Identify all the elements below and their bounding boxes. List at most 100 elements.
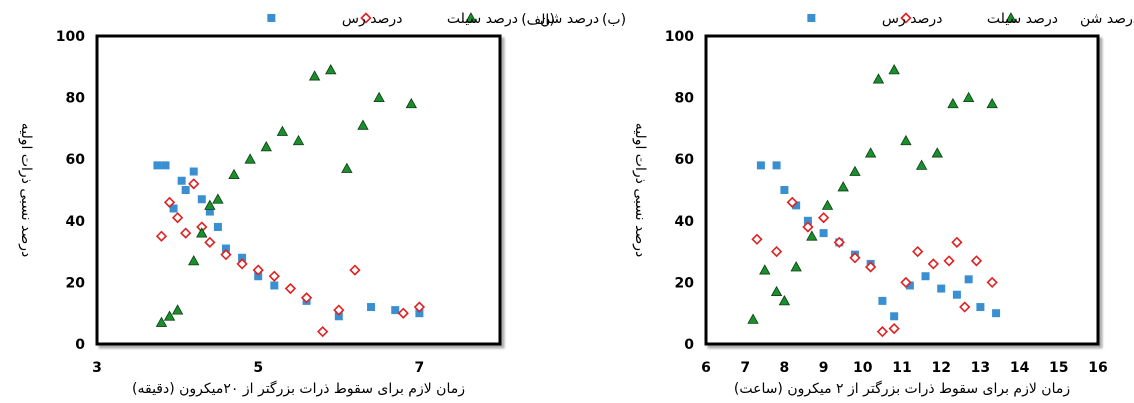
data-point: [778, 295, 791, 306]
x-tick-label: 7: [415, 360, 425, 376]
data-point: [238, 253, 247, 262]
data-point: [317, 326, 329, 338]
data-point: [976, 303, 985, 312]
data-point: [413, 301, 426, 313]
data-point: [236, 258, 248, 270]
data-point: [865, 261, 877, 273]
plot-area: [704, 34, 1100, 346]
data-point: [888, 64, 900, 75]
x-tick-label: 11: [892, 360, 911, 376]
panel-label: (الف): [521, 12, 555, 28]
x-tick-label: 15: [1049, 360, 1068, 376]
data-point: [849, 252, 861, 264]
data-point: [964, 275, 973, 284]
data-point: [415, 309, 424, 318]
data-point: [837, 181, 849, 192]
data-point: [952, 290, 961, 299]
data-point: [177, 176, 186, 185]
data-point: [189, 167, 198, 176]
data-point: [163, 196, 176, 208]
data-point: [213, 222, 222, 231]
data-point: [188, 178, 200, 190]
data-point: [912, 245, 924, 258]
y-tick-label: 60: [66, 152, 86, 168]
data-point: [254, 272, 263, 281]
x-tick-label: 14: [1010, 360, 1030, 376]
data-point: [373, 91, 385, 102]
data-point: [171, 304, 184, 315]
series-triangle: [155, 64, 418, 327]
x-tick-label: 12: [931, 360, 950, 376]
data-point: [905, 281, 914, 290]
data-point: [780, 186, 789, 194]
series-diamond: [155, 178, 426, 338]
data-point: [284, 282, 297, 295]
data-point: [947, 97, 959, 109]
data-point: [833, 236, 845, 248]
data-point: [197, 195, 206, 204]
data-point: [803, 216, 812, 225]
legend-label: درصد سیلت: [447, 11, 518, 27]
data-point: [790, 261, 802, 272]
data-point: [169, 204, 178, 213]
legend-label: درصد سیلت: [987, 11, 1058, 27]
y-tick-label: 60: [675, 152, 695, 168]
y-tick-label: 0: [75, 337, 85, 353]
y-tick-label: 80: [66, 91, 86, 107]
y-tick-label: 80: [675, 91, 695, 107]
series-square: [153, 161, 424, 321]
data-point: [951, 236, 963, 248]
data-point: [786, 196, 798, 208]
data-point: [153, 161, 162, 170]
data-point: [747, 313, 759, 324]
data-point: [864, 147, 877, 158]
y-axis-label: درصد نسبی ذرات اولیه: [632, 123, 648, 258]
legend-marker: [267, 14, 276, 22]
data-point: [921, 272, 930, 281]
data-point: [756, 161, 765, 170]
data-point: [367, 303, 376, 312]
data-point: [188, 255, 200, 266]
data-point: [334, 312, 343, 321]
data-point: [943, 255, 955, 267]
data-point: [817, 212, 830, 224]
legend: درصد شن درصد سیلت درصد رس: [807, 11, 1134, 27]
data-point: [180, 227, 192, 239]
data-point: [244, 153, 256, 164]
data-point: [270, 281, 279, 290]
x-tick-label: 7: [740, 360, 750, 376]
x-tick-label: 16: [1088, 360, 1107, 376]
data-point: [849, 165, 861, 176]
data-point: [992, 309, 1001, 318]
data-point: [204, 199, 216, 210]
data-point: [888, 322, 900, 335]
data-point: [970, 255, 983, 267]
data-point: [876, 326, 889, 338]
data-point: [821, 199, 834, 210]
x-tick-label: 6: [701, 360, 711, 376]
data-point: [163, 310, 176, 321]
x-tick-label: 5: [253, 360, 263, 376]
data-point: [276, 125, 289, 136]
legend: درصد شن درصد سیلت درصد رس: [267, 11, 599, 27]
data-point: [221, 244, 230, 253]
data-point: [806, 230, 818, 241]
plot-area: [95, 34, 502, 346]
data-point: [341, 162, 353, 173]
x-tick-label: 9: [819, 360, 829, 376]
y-tick-label: 20: [66, 275, 86, 291]
y-tick-label: 100: [665, 29, 694, 45]
chart-panel-be: 0 20 40 60 80 100 6 7 8 9 10 11 12 13 14 15 16 زمان لازم …: [602, 11, 1134, 397]
y-axis-label: درصد نسبی ذرات اولیه: [18, 123, 34, 258]
data-point: [268, 270, 280, 282]
y-tick-label: 100: [56, 29, 85, 45]
data-point: [155, 316, 168, 327]
data-point: [252, 264, 264, 276]
x-tick-label: 3: [92, 360, 102, 376]
legend-marker: [807, 14, 816, 22]
data-point: [397, 307, 409, 319]
chart-panel-alef: 0 20 40 60 80 100 3 5 7 زمان لازم برای سقوط ذرات …: [18, 11, 599, 397]
data-point: [228, 168, 240, 180]
data-point: [772, 161, 781, 170]
